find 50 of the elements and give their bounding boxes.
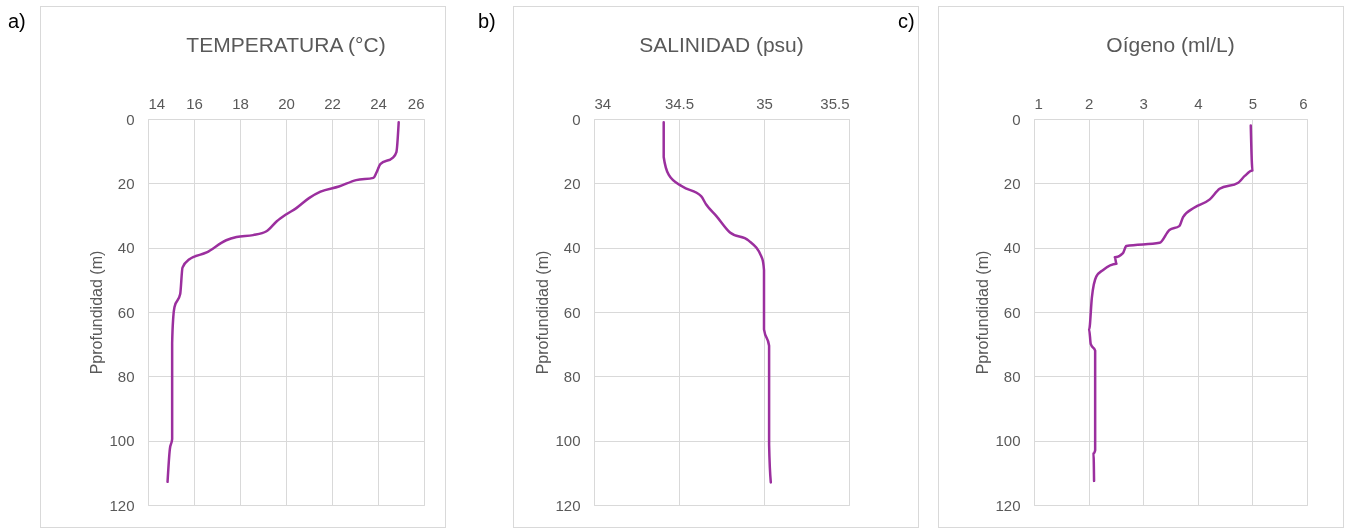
x-tick-label: 18: [232, 94, 249, 112]
y-tick-label: 0: [572, 110, 581, 128]
x-tick-label: 6: [1299, 94, 1308, 112]
y-tick-label: 100: [555, 432, 581, 450]
y-tick-label: 120: [995, 496, 1021, 514]
x-tick-label: 3: [1139, 94, 1148, 112]
x-tick-label: 24: [370, 94, 387, 112]
line-series: [166, 120, 400, 484]
y-tick-label: 120: [109, 496, 135, 514]
chart-title: TEMPERATURA (°C): [186, 33, 386, 56]
x-tick-label: 16: [186, 94, 203, 112]
y-tick-label: 60: [117, 303, 135, 321]
line-series: [1087, 124, 1254, 483]
y-tick-label: 60: [1003, 303, 1021, 321]
y-tick-label: 20: [117, 174, 135, 192]
x-tick-label: 5: [1248, 94, 1258, 112]
x-tick-label: 1: [1034, 94, 1043, 112]
x-tick-label: 34.5: [664, 94, 695, 112]
x-tick-label: 34: [594, 94, 612, 112]
chart-title: Oígeno (ml/L): [1106, 33, 1235, 56]
y-tick-label: 100: [109, 432, 135, 450]
y-axis-title: Pprofundidad (m): [974, 250, 992, 375]
y-tick-label: 40: [1003, 239, 1021, 257]
y-tick-label: 120: [555, 496, 581, 514]
y-tick-label: 0: [1012, 110, 1021, 128]
y-tick-label: 80: [563, 367, 581, 385]
y-tick-label: 40: [563, 239, 581, 257]
x-tick-label: 14: [148, 94, 166, 112]
y-axis-title: Pprofundidad (m): [534, 250, 552, 375]
y-tick-label: 20: [1003, 174, 1021, 192]
x-tick-label: 26: [407, 94, 425, 112]
y-tick-label: 100: [995, 432, 1021, 450]
y-tick-label: 60: [563, 303, 581, 321]
line-series: [662, 120, 773, 484]
y-tick-label: 80: [1003, 367, 1021, 385]
text: b): [478, 10, 496, 33]
text: a): [8, 10, 26, 33]
y-tick-label: 0: [126, 110, 135, 128]
x-tick-label: 2: [1084, 94, 1094, 112]
text: c): [898, 10, 915, 33]
x-tick-label: 35.5: [820, 94, 850, 112]
y-tick-label: 20: [563, 174, 581, 192]
y-tick-label: 80: [117, 367, 135, 385]
x-tick-label: 35: [756, 94, 773, 112]
x-tick-label: 22: [324, 94, 341, 112]
y-tick-label: 40: [117, 239, 135, 257]
chart-title: SALINIDAD (psu): [639, 33, 804, 56]
x-tick-label: 20: [278, 94, 295, 112]
x-tick-label: 4: [1194, 94, 1203, 112]
y-axis-title: Pprofundidad (m): [88, 250, 106, 375]
